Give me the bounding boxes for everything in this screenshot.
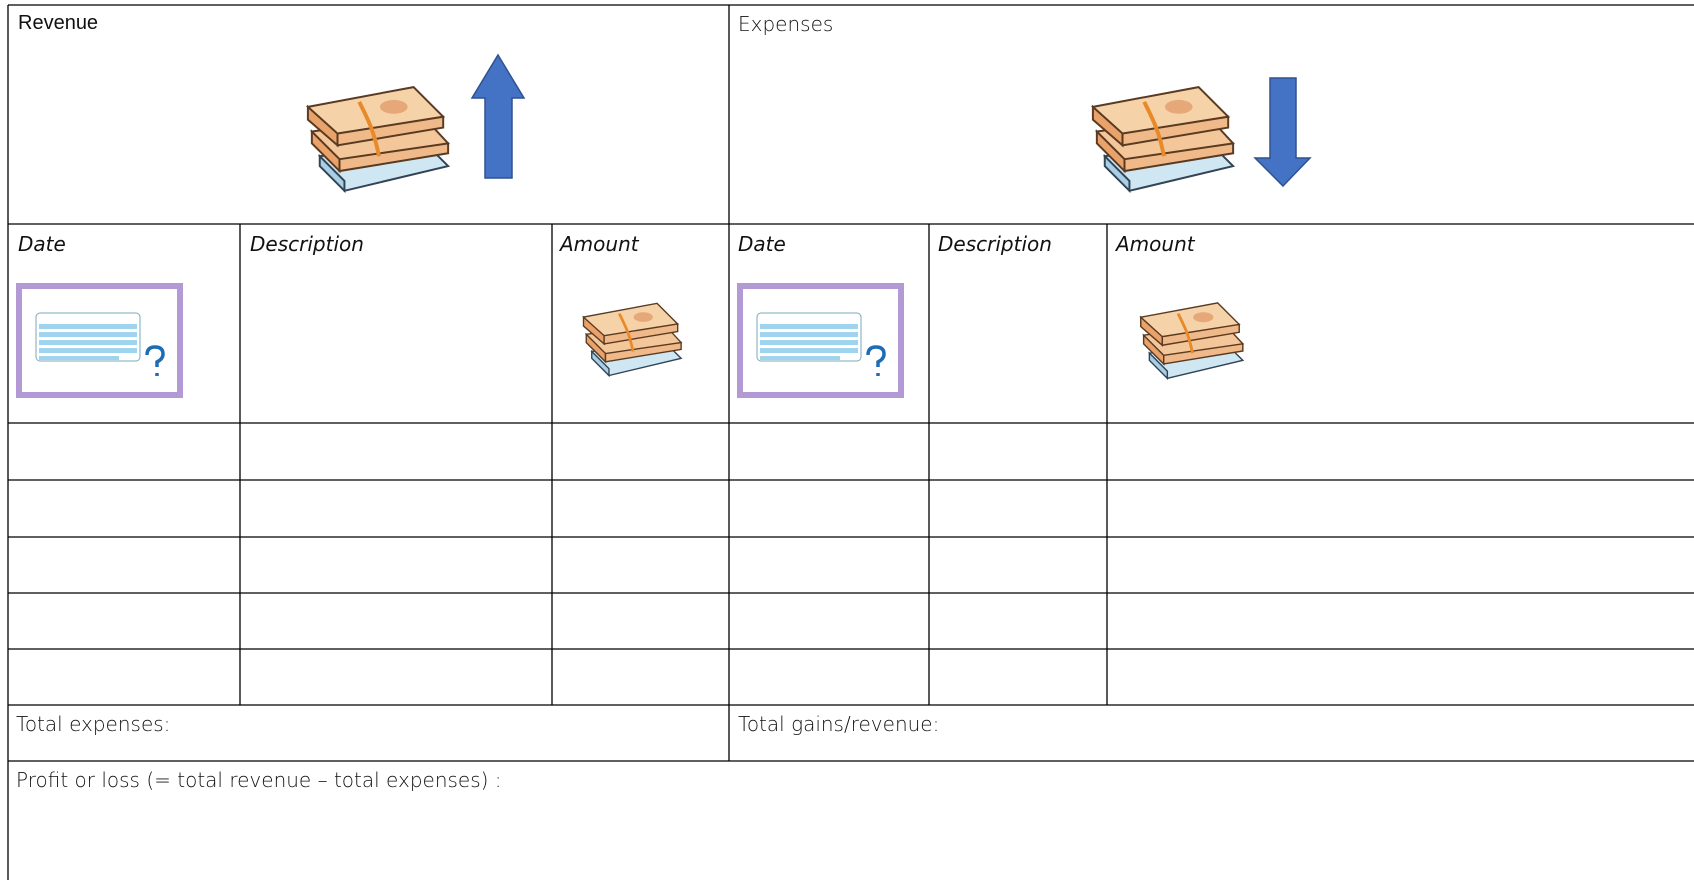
calendar-icon (19, 286, 180, 395)
column-header: Description (250, 232, 364, 256)
section-title: Expenses (738, 12, 834, 36)
total-label: Total expenses: (16, 712, 171, 736)
calendar-icon (740, 286, 901, 395)
column-header: Amount (560, 232, 639, 256)
up-arrow (470, 53, 526, 179)
grid-lines (7, 4, 1694, 880)
total-label: Total gains/revenue: (738, 712, 940, 736)
down-arrow (1253, 77, 1312, 188)
column-header: Description (938, 232, 1052, 256)
column-header: Date (738, 232, 786, 256)
money-icon (1139, 301, 1245, 380)
money-icon (305, 85, 451, 193)
column-header: Amount (1116, 232, 1195, 256)
footer-label: Profit or loss (= total revenue – total … (16, 768, 502, 792)
money-icon (1090, 85, 1236, 193)
section-title: Revenue (18, 12, 99, 34)
money-icon (582, 301, 683, 377)
column-header: Date (18, 232, 66, 256)
